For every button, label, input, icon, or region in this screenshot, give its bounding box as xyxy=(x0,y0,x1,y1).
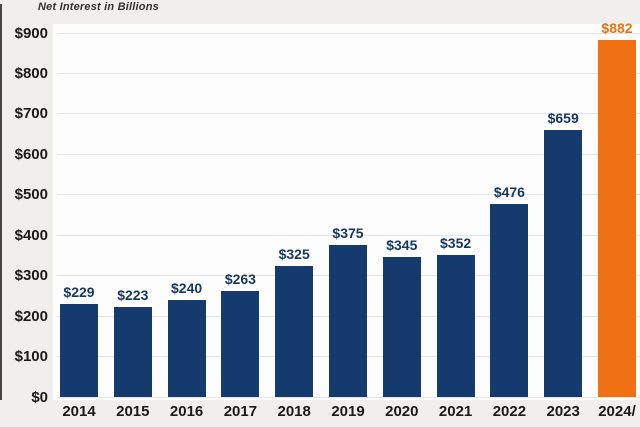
bar-value-label: $223 xyxy=(117,286,149,303)
x-label: 2022 xyxy=(492,403,527,420)
gridline-0 xyxy=(57,396,640,398)
y-label-400: $400 xyxy=(14,226,48,244)
y-label-800: $800 xyxy=(14,64,48,82)
y-label-300: $300 xyxy=(14,267,48,285)
x-label: 2024/ xyxy=(598,403,636,420)
bar-2022 xyxy=(490,204,529,397)
bar-value-label: $263 xyxy=(224,270,256,287)
y-label-700: $700 xyxy=(14,105,48,123)
bar-2014 xyxy=(60,304,98,397)
x-label: 2016 xyxy=(169,403,204,420)
bar-2024 xyxy=(598,40,636,397)
bar-2017 xyxy=(221,290,260,397)
gridline-800 xyxy=(57,72,640,74)
x-label: 2015 xyxy=(116,403,150,420)
y-label-600: $600 xyxy=(14,145,48,163)
y-label-100: $100 xyxy=(14,348,48,366)
x-label: 2017 xyxy=(223,403,258,420)
bar-2020 xyxy=(382,257,421,397)
x-label: 2014 xyxy=(62,403,96,420)
bar-2019 xyxy=(329,245,367,397)
bar-value-label: $345 xyxy=(386,237,418,254)
x-label: 2021 xyxy=(438,403,473,420)
bar-value-label: $476 xyxy=(493,184,525,201)
left-edge-line xyxy=(0,4,2,400)
gridline-500 xyxy=(57,194,640,196)
x-label: 2023 xyxy=(546,403,580,420)
bar-2023 xyxy=(544,130,583,397)
bar-value-label: $375 xyxy=(332,225,364,242)
bar-value-label: $229 xyxy=(63,284,95,301)
x-label: 2020 xyxy=(385,403,419,420)
gridline-600 xyxy=(57,153,640,155)
y-label-200: $200 xyxy=(14,307,48,325)
bar-value-label: $352 xyxy=(440,234,472,251)
bar-2021 xyxy=(436,254,475,397)
bar-value-label: $240 xyxy=(171,279,203,296)
gridline-900 xyxy=(57,32,640,34)
bar-2015 xyxy=(113,306,152,397)
x-label: 2018 xyxy=(277,403,311,420)
chart-title: Net Interest in Billions xyxy=(38,1,159,13)
y-label-0: $0 xyxy=(31,388,48,406)
gridline-700 xyxy=(57,113,640,115)
gridline-400 xyxy=(57,234,640,236)
bar-2016 xyxy=(167,299,206,397)
y-label-500: $500 xyxy=(14,186,48,204)
bar-2018 xyxy=(275,265,314,397)
bar-value-label: $659 xyxy=(547,110,579,127)
x-label: 2019 xyxy=(331,403,365,420)
bar-value-label: $882 xyxy=(601,20,633,37)
bar-value-label: $325 xyxy=(278,245,310,262)
y-label-900: $900 xyxy=(14,24,48,42)
